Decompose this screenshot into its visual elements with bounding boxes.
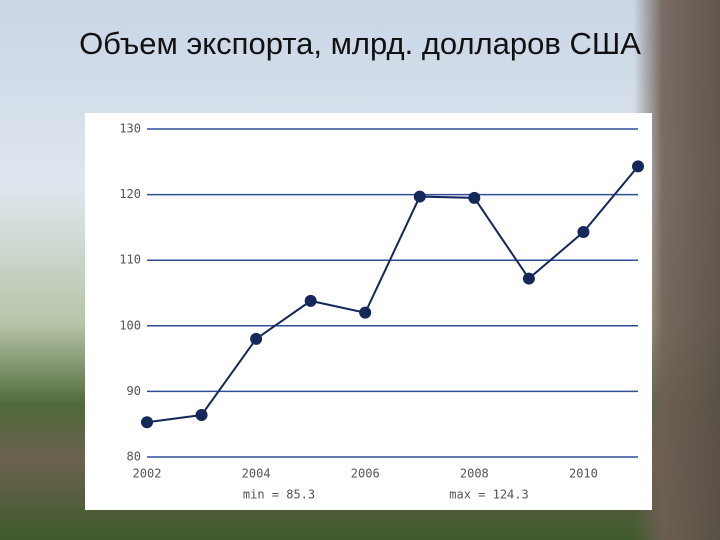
y-tick-label: 130: [119, 122, 141, 136]
marker: [195, 409, 208, 422]
chart-title: Объем экспорта, млрд. долларов США: [79, 26, 641, 61]
marker: [359, 306, 372, 319]
marker: [304, 294, 317, 307]
y-tick-label: 110: [119, 253, 141, 267]
y-tick-label: 120: [119, 187, 141, 201]
x-tick-label: 2008: [460, 467, 489, 481]
marker: [522, 272, 535, 285]
x-tick-label: 2004: [242, 467, 271, 481]
annotation: min = 85.3: [243, 488, 315, 502]
marker: [632, 160, 644, 173]
marker: [141, 416, 153, 429]
line: [146, 165, 639, 424]
marker: [413, 190, 426, 203]
y-tick-label: 80: [127, 450, 141, 464]
y-tick-label: 90: [127, 384, 141, 398]
marker: [577, 225, 590, 238]
marker: [468, 191, 481, 204]
annotation: max = 124.3: [449, 488, 528, 502]
x-tick-label: 2010: [569, 467, 598, 481]
marker: [250, 332, 263, 345]
y-tick-label: 100: [119, 318, 141, 332]
x-tick-label: 2006: [351, 467, 380, 481]
x-tick-label: 2002: [133, 467, 162, 481]
